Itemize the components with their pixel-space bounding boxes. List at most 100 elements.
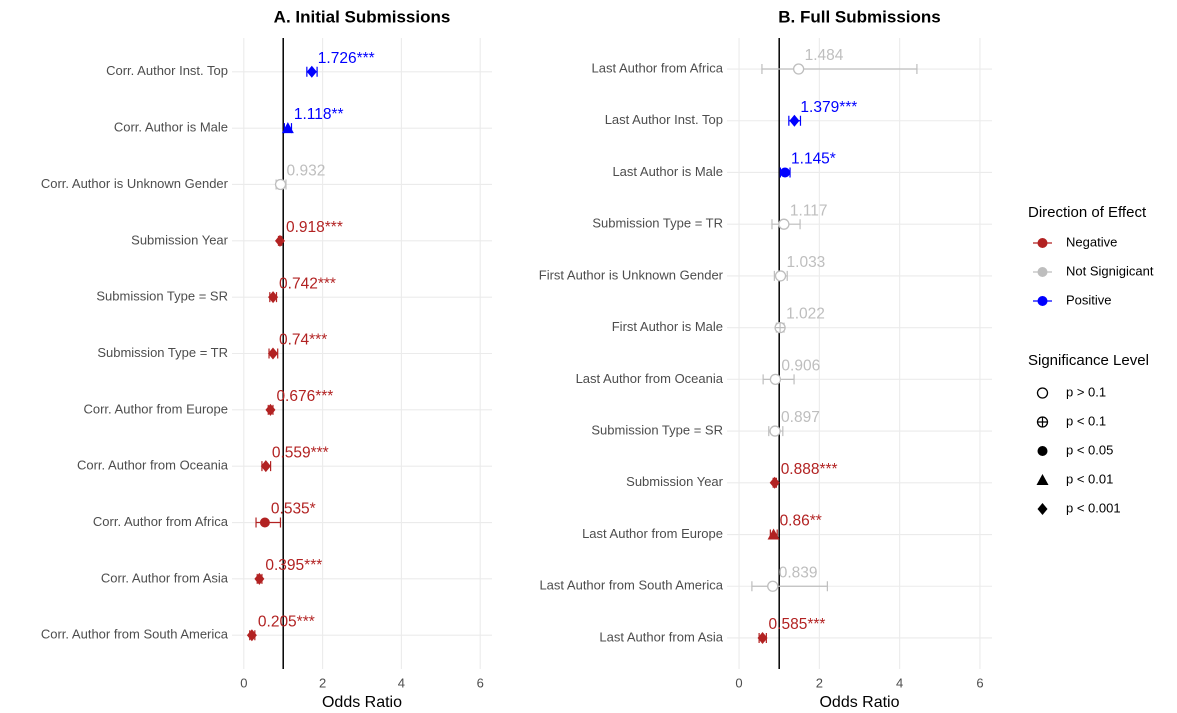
- x-tick-label: 2: [319, 675, 326, 690]
- legend-label: p < 0.01: [1066, 471, 1113, 486]
- legend-label: p < 0.1: [1066, 413, 1106, 428]
- point-shape: [767, 580, 779, 592]
- point-shape: [268, 291, 279, 304]
- legend-label: Positive: [1066, 292, 1112, 307]
- x-tick-label: 6: [477, 675, 484, 690]
- y-tick-label: Submission Year: [626, 474, 724, 489]
- point-shape: [767, 528, 780, 540]
- legend-symbol-shape: [1036, 387, 1049, 399]
- value-label: 1.145*: [791, 151, 836, 168]
- x-tick-label: 0: [240, 675, 247, 690]
- legend-symbol-cross: [1037, 417, 1048, 427]
- error-bar: [751, 581, 828, 592]
- legend-symbol: [1037, 503, 1048, 515]
- point-shape: [769, 425, 781, 437]
- legend-symbol: [1037, 446, 1048, 456]
- legend-title: Direction of Effect: [1028, 204, 1147, 221]
- value-label: 1.022: [786, 306, 825, 323]
- point-shape: [267, 347, 278, 360]
- point: [789, 114, 800, 127]
- y-tick-label: Corr. Author from Oceania: [77, 458, 229, 473]
- point: [769, 373, 782, 386]
- value-label: 0.742***: [279, 275, 336, 292]
- value-label: 0.395***: [265, 557, 322, 574]
- y-tick-label: Corr. Author from Africa: [93, 514, 229, 529]
- point: [774, 270, 787, 282]
- y-tick-label: Last Author is Male: [612, 164, 723, 179]
- legend-dot: [1037, 267, 1048, 277]
- value-label: 0.86**: [780, 513, 822, 530]
- point-cross: [775, 322, 786, 333]
- legend-label: p < 0.001: [1066, 500, 1121, 515]
- y-tick-label: Submission Year: [131, 232, 229, 247]
- point-shape: [281, 122, 294, 134]
- point: [778, 218, 790, 230]
- legend-dot: [1037, 238, 1048, 248]
- y-tick-label: Corr. Author from Asia: [101, 570, 229, 585]
- point-shape: [259, 517, 270, 528]
- value-label: 1.379***: [800, 99, 857, 116]
- y-tick-label: Submission Type = TR: [592, 216, 723, 231]
- y-tick-label: Corr. Author is Unknown Gender: [41, 176, 229, 191]
- value-label: 0.559***: [272, 444, 329, 461]
- value-label: 1.033: [787, 254, 826, 271]
- value-label: 1.484: [805, 47, 844, 64]
- value-label: 1.118**: [294, 106, 344, 123]
- point-shape: [246, 629, 257, 642]
- legend-label: Negative: [1066, 234, 1117, 249]
- point: [254, 572, 265, 585]
- x-tick-label: 4: [896, 675, 903, 690]
- value-label: 0.676***: [276, 388, 333, 405]
- value-label: 0.839: [779, 564, 818, 581]
- panel-title: B. Full Submissions: [778, 7, 940, 26]
- legend-label: p > 0.1: [1066, 384, 1106, 399]
- legend-dot: [1037, 296, 1048, 306]
- value-label: 0.585***: [769, 616, 826, 633]
- point-shape: [789, 114, 800, 127]
- point: [260, 460, 271, 473]
- legend-symbol-shape: [1037, 503, 1048, 515]
- value-label: 0.888***: [781, 461, 838, 478]
- point-shape: [306, 65, 317, 78]
- legend-label: Not Signigicant: [1066, 263, 1154, 278]
- x-axis-title: Odds Ratio: [819, 694, 899, 711]
- y-tick-label: Last Author from Asia: [599, 629, 723, 644]
- value-label: 0.897: [781, 409, 820, 426]
- legend-label: p < 0.05: [1066, 442, 1113, 457]
- point-shape: [778, 218, 790, 230]
- point: [792, 63, 805, 75]
- y-tick-label: Submission Type = SR: [96, 289, 228, 304]
- y-tick-label: First Author is Unknown Gender: [539, 267, 724, 282]
- point: [246, 629, 257, 642]
- value-label: 0.918***: [286, 219, 343, 236]
- panel-title: A. Initial Submissions: [274, 7, 451, 26]
- y-tick-label: Last Author from South America: [539, 578, 723, 593]
- point: [767, 580, 779, 592]
- y-tick-label: Corr. Author from South America: [41, 627, 229, 642]
- point-shape: [769, 476, 780, 489]
- y-tick-label: Corr. Author is Male: [114, 120, 228, 135]
- legend-symbol: [1036, 416, 1049, 428]
- error-bar: [761, 64, 918, 75]
- x-tick-label: 4: [398, 675, 405, 690]
- value-label: 0.205***: [258, 613, 315, 630]
- value-label: 0.535*: [271, 501, 316, 518]
- point: [274, 178, 287, 191]
- point-shape: [769, 373, 782, 386]
- y-tick-label: Last Author Inst. Top: [605, 112, 723, 127]
- y-tick-label: Corr. Author from Europe: [83, 401, 228, 416]
- point: [769, 476, 780, 489]
- y-tick-label: Last Author from Africa: [591, 60, 723, 75]
- point-shape: [265, 403, 276, 416]
- point: [767, 528, 780, 540]
- point: [281, 122, 294, 134]
- y-tick-label: Corr. Author Inst. Top: [106, 63, 228, 78]
- point: [274, 234, 285, 247]
- point: [265, 403, 276, 416]
- point-shape: [260, 460, 271, 473]
- point: [780, 167, 791, 178]
- value-label: 0.906: [781, 357, 820, 374]
- point-shape: [254, 572, 265, 585]
- value-label: 1.726***: [318, 50, 375, 67]
